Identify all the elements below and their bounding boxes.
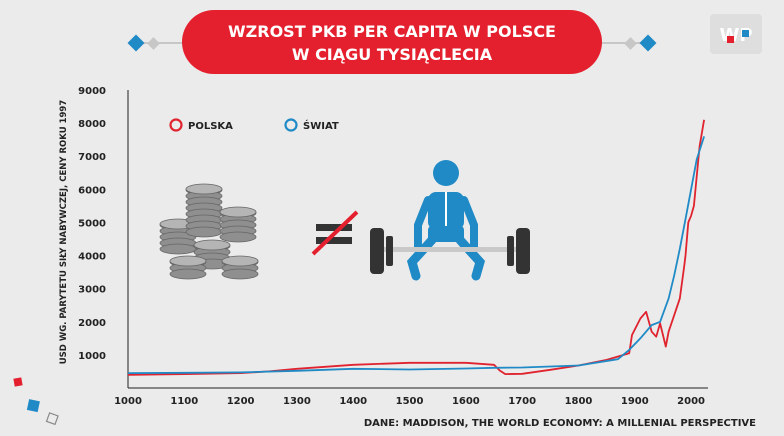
not-equal-icon (311, 210, 359, 256)
coin (219, 231, 257, 243)
x-tick-label: 2000 (677, 396, 705, 407)
y-tick-label: 2000 (78, 318, 106, 329)
header-banner: WZROST PKB PER CAPITA W POLSCE W CIĄGU T… (127, 10, 657, 74)
y-tick-label: 5000 (78, 218, 106, 229)
y-tick-label: 3000 (78, 285, 106, 296)
lifter-right-arm (460, 196, 478, 252)
coin (221, 268, 259, 280)
source-note: DANE: MADDISON, THE WORLD ECONOMY: A MIL… (364, 418, 756, 429)
coin-top (193, 239, 231, 251)
barbell-plate-right-outer (516, 228, 530, 274)
equal-bar-bottom (316, 237, 352, 244)
coin (169, 268, 207, 280)
legend-label-polska: POLSKA (188, 121, 233, 132)
barbell-plate-right-inner (507, 236, 514, 266)
title-pill (182, 10, 602, 74)
coin-top (221, 255, 259, 267)
deco-blue-square-icon (26, 399, 40, 413)
wp-logo: WP (710, 14, 762, 54)
lifter-hips (428, 226, 464, 242)
x-tick-label: 1200 (227, 396, 255, 407)
title-line-1: WZROST PKB PER CAPITA W POLSCE (228, 22, 556, 41)
x-tick-label: 1700 (508, 396, 536, 407)
strike-line (311, 210, 359, 256)
barbell-bar (380, 247, 520, 252)
legend: POLSKA ŚWIAT (169, 118, 339, 132)
y-tick-label: 4000 (78, 252, 106, 263)
logo-red-square-icon (727, 36, 734, 43)
barbell-plate-left-inner (386, 236, 393, 266)
lifter-head (433, 160, 459, 186)
y-axis-label: USD WG. PARYTETU SIŁY NABYWCZEJ, CENY RO… (59, 100, 69, 365)
coins-stack-icon (159, 183, 259, 280)
equal-bar-top (316, 224, 352, 231)
title-line-2: W CIĄGU TYSIĄCLECIA (292, 45, 493, 64)
series-line-polska (127, 119, 705, 376)
x-tick-label: 1500 (396, 396, 424, 407)
coin (159, 243, 197, 255)
coin (185, 226, 223, 238)
diamond-left-grey-icon (147, 37, 160, 50)
legend-label-swiat: ŚWIAT (303, 119, 339, 132)
coin-top (169, 255, 207, 267)
diamond-right-grey-icon (624, 37, 637, 50)
legend-marker-polska (169, 118, 183, 132)
x-tick-label: 1800 (565, 396, 593, 407)
coin-top (185, 183, 223, 195)
x-tick-label: 1000 (114, 396, 142, 407)
y-tick-label: 8000 (78, 119, 106, 130)
weightlifter-icon (370, 160, 530, 281)
corner-decoration (13, 377, 59, 426)
diamond-right-blue-icon (639, 34, 657, 52)
x-tick-labels: 1000 1100 1200 1300 1400 1500 1600 1700 1800 1900… (114, 396, 705, 407)
deco-outline-square-icon (45, 412, 59, 426)
y-tick-label: 6000 (78, 185, 106, 196)
barbell-plate-left-outer (370, 228, 384, 274)
y-tick-label: 1000 (78, 351, 106, 362)
logo-blue-square-icon (742, 30, 749, 37)
logo-backdrop (710, 14, 762, 54)
series-line-swiat (127, 136, 705, 374)
x-tick-label: 1600 (452, 396, 480, 407)
x-tick-label: 1900 (621, 396, 649, 407)
y-tick-labels: 1000 2000 3000 4000 5000 6000 7000 8000 9000 (78, 86, 106, 362)
lifter-left-arm (414, 196, 432, 252)
diamond-left-blue-icon (127, 34, 145, 52)
deco-red-square-icon (13, 377, 23, 387)
x-tick-label: 1300 (283, 396, 311, 407)
x-tick-label: 1100 (170, 396, 198, 407)
y-tick-label: 7000 (78, 152, 106, 163)
legend-marker-swiat (284, 118, 298, 132)
x-tick-label: 1400 (339, 396, 367, 407)
coin-top (219, 206, 257, 218)
series-group (127, 119, 705, 376)
y-tick-label: 9000 (78, 86, 106, 97)
